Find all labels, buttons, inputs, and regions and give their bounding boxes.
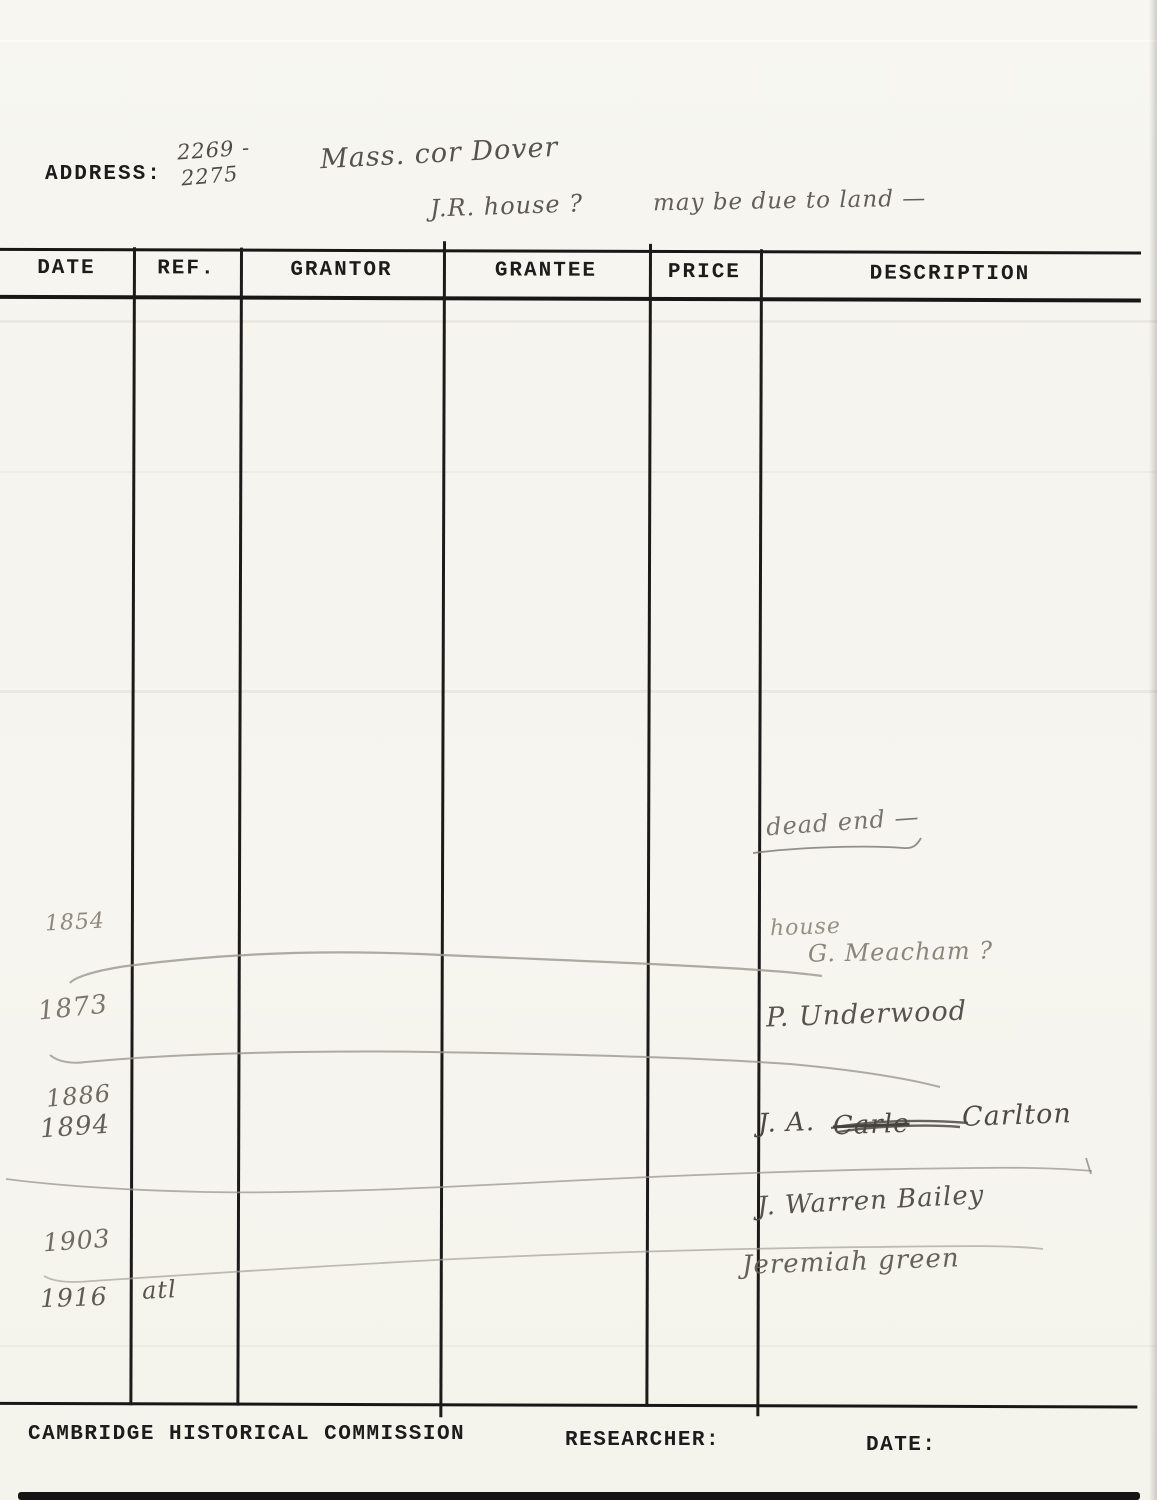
footer-organization: CAMBRIDGE HISTORICAL COMMISSION <box>28 1423 466 1446</box>
table-vertical-line <box>756 249 763 1417</box>
date-1916: 1916 <box>39 1281 109 1314</box>
date-1854: 1854 <box>44 908 106 937</box>
date-1886: 1886 <box>44 1079 113 1113</box>
footer-date-label: DATE: <box>866 1434 937 1457</box>
desc-carlton-name: Carlton <box>961 1098 1073 1133</box>
column-header-date: DATE <box>37 256 96 281</box>
desc-carlton-prefix: J. A. <box>757 1107 816 1139</box>
ref-atl: atl <box>141 1275 178 1305</box>
date-1894: 1894 <box>39 1109 112 1145</box>
scan-bottom-band <box>18 1492 1140 1500</box>
table-header-rule <box>0 294 1141 302</box>
table-top-rule <box>0 247 1142 255</box>
column-header-price: PRICE <box>667 260 741 285</box>
footer-researcher-label: RESEARCHER: <box>565 1429 721 1452</box>
desc-house: house <box>769 913 842 942</box>
column-header-grantor: GRANTOR <box>290 258 393 283</box>
column-header-description: DESCRIPTION <box>869 262 1031 287</box>
date-1903: 1903 <box>42 1223 112 1258</box>
desc-meacham: G. Meacham ? <box>807 936 994 968</box>
table-vertical-line <box>439 241 446 1418</box>
table-vertical-line <box>236 247 243 1406</box>
desc-carlton-struck: Carle <box>832 1108 911 1142</box>
table-bottom-rule <box>0 1401 1138 1409</box>
column-header-ref: REF. <box>157 257 216 281</box>
column-header-grantee: GRANTEE <box>494 259 598 283</box>
table-vertical-line <box>645 243 652 1407</box>
table-vertical-line <box>129 247 136 1406</box>
address-label: ADDRESS: <box>45 163 162 186</box>
